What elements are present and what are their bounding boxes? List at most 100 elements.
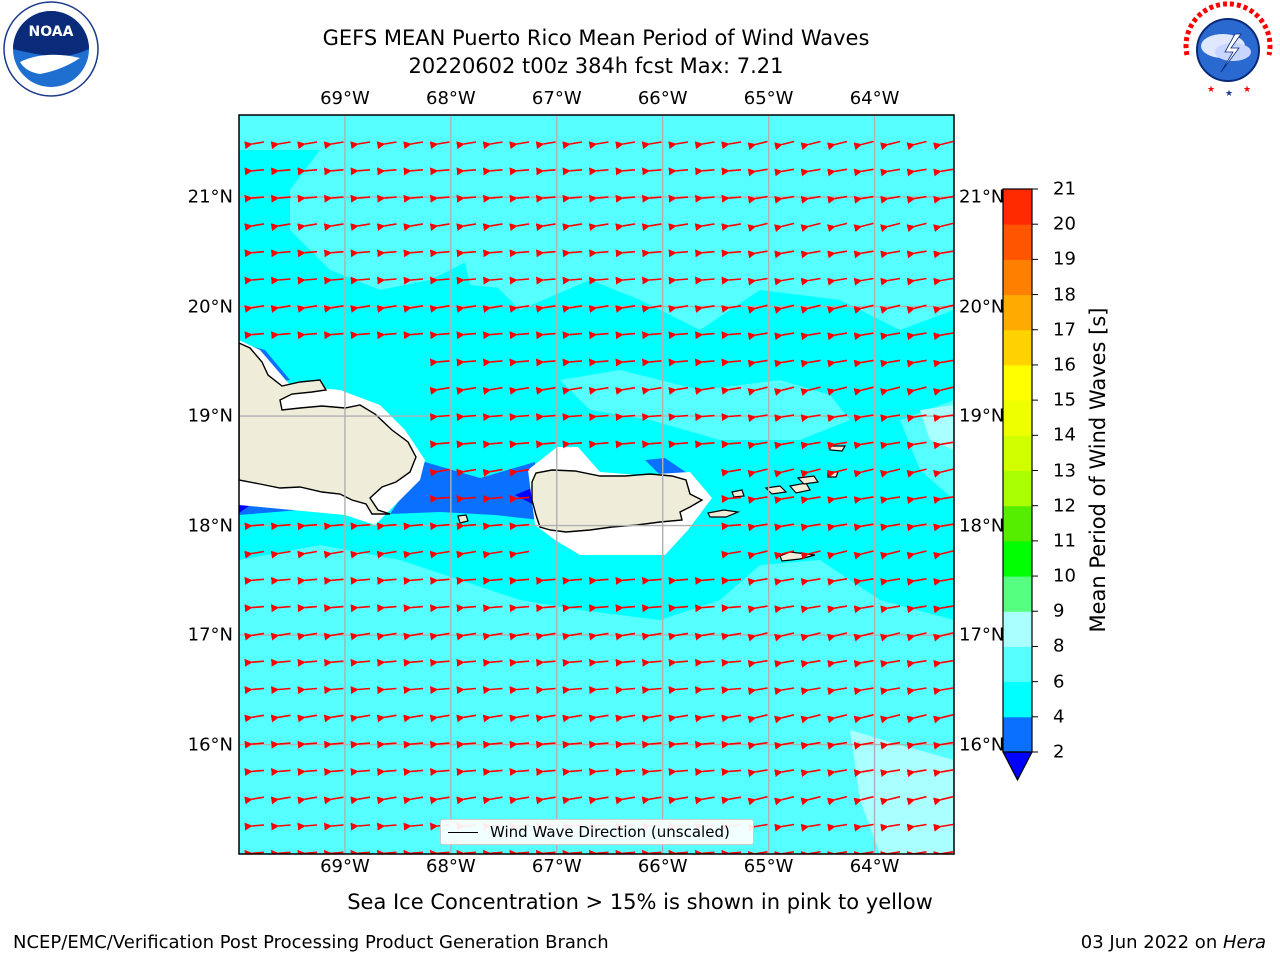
wind-arrow [615, 576, 636, 585]
lon-tick-label-top: 69°W [320, 88, 370, 109]
legend-line-swatch [448, 832, 478, 833]
wind-arrow [588, 276, 609, 285]
wind-arrow [853, 332, 874, 341]
wind-arrow [403, 576, 424, 585]
wind-arrow [906, 359, 927, 368]
colorbar-segment [1003, 259, 1032, 296]
wind-arrow [429, 714, 450, 723]
wind-arrow [800, 332, 821, 341]
wind-arrow [800, 578, 821, 586]
lat-tick-label-left: 18°N [187, 515, 233, 537]
wind-arrow [403, 167, 424, 176]
wind-arrow [668, 413, 689, 422]
wind-arrow [800, 795, 821, 806]
wind-arrow [933, 386, 954, 396]
wind-arrow [456, 194, 477, 203]
wind-arrow [270, 658, 291, 667]
wind-arrow [588, 223, 609, 232]
footer-date: 03 Jun 2022 on Hera [1081, 932, 1266, 953]
wind-arrow [482, 714, 503, 723]
wind-arrow [827, 304, 848, 314]
wind-arrow [641, 632, 662, 641]
wind-arrow [244, 249, 265, 258]
wind-arrow [668, 249, 689, 258]
wind-arrow [509, 576, 530, 585]
wind-arrow [853, 550, 874, 560]
wind-arrow [482, 632, 503, 641]
wind-arrow [350, 331, 371, 340]
wind-arrow [509, 358, 530, 367]
wind-arrow [429, 331, 450, 340]
colorbar-tick-label: 16 [1053, 354, 1076, 376]
wind-arrow [403, 714, 424, 723]
wind-arrow [747, 523, 768, 532]
wind-arrow [429, 468, 450, 477]
wind-arrow [509, 141, 530, 150]
wind-arrow [535, 768, 556, 776]
wind-arrow [562, 604, 583, 613]
wind-arrow [323, 740, 344, 749]
colorbar-tick-label: 2 [1053, 741, 1065, 763]
wind-arrow [429, 167, 450, 176]
wind-arrow [456, 632, 477, 641]
wind-arrow [747, 687, 768, 696]
wind-arrow [906, 769, 927, 778]
wind-arrow [297, 550, 318, 559]
wind-arrow [403, 550, 424, 559]
wind-arrow [376, 768, 397, 776]
wind-arrow [323, 167, 344, 176]
chart-title: GEFS MEAN Puerto Rico Mean Period of Win… [322, 26, 870, 50]
wind-arrow [668, 331, 689, 340]
wind-arrow [535, 849, 556, 854]
wind-arrow [297, 740, 318, 749]
wind-arrow [880, 523, 901, 532]
wind-arrow [721, 714, 742, 723]
wind-arrow [641, 249, 662, 258]
wind-arrow [880, 304, 901, 314]
wind-arrow [721, 768, 742, 776]
wind-arrow [906, 195, 927, 204]
wind-arrow [774, 605, 795, 614]
wind-arrow [721, 632, 742, 641]
wind-arrow [721, 550, 742, 559]
wind-arrow [509, 468, 530, 477]
wind-arrow [774, 441, 795, 450]
footer-branch: NCEP/EMC/Verification Post Processing Pr… [13, 932, 609, 953]
wind-arrow [615, 740, 636, 749]
wind-arrow [429, 550, 450, 559]
wind-arrow [429, 632, 450, 641]
wind-arrow [641, 796, 662, 805]
wind-arrow [270, 604, 291, 613]
wind-arrow [880, 823, 901, 832]
wind-arrow [933, 250, 954, 259]
wind-arrow [721, 658, 742, 667]
colorbar-segment [1003, 611, 1032, 647]
wind-arrow [641, 413, 662, 422]
wind-arrow [588, 686, 609, 695]
colorbar-segment [1003, 435, 1032, 471]
wind-arrow [270, 305, 291, 313]
wind-arrow [827, 687, 848, 696]
wind-arrow [827, 195, 848, 204]
wind-arrow [615, 194, 636, 203]
wind-arrow [747, 277, 768, 286]
wind-arrow [588, 632, 609, 641]
wind-arrow [721, 440, 742, 449]
wind-arrow [376, 849, 397, 854]
wind-arrow [376, 141, 397, 150]
colorbar-tick-label: 8 [1053, 635, 1065, 657]
wind-arrow [535, 740, 556, 749]
wind-arrow [774, 304, 795, 314]
wind-arrow [297, 141, 318, 150]
wind-arrow [853, 795, 874, 806]
wind-arrow [270, 849, 291, 854]
wind-arrow [482, 413, 503, 422]
wind-arrow [323, 849, 344, 854]
wind-arrow [244, 141, 265, 150]
wind-arrow [270, 740, 291, 749]
wind-arrow [641, 358, 662, 367]
wind-arrow [244, 167, 265, 176]
wind-arrow [668, 276, 689, 285]
wind-arrow [906, 741, 927, 750]
